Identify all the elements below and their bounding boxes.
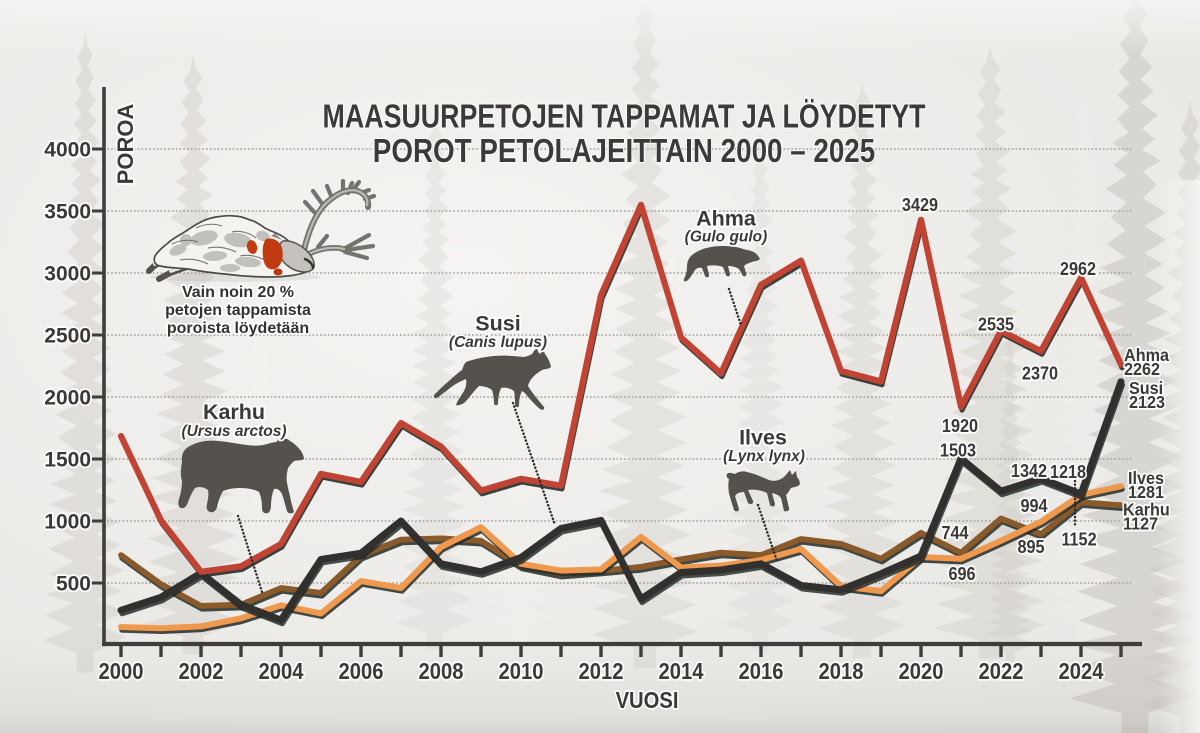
svg-text:poroista löydetään: poroista löydetään [167, 320, 309, 337]
svg-text:2024: 2024 [1059, 658, 1105, 685]
svg-text:MAASUURPETOJEN TAPPAMAT JA LÖY: MAASUURPETOJEN TAPPAMAT JA LÖYDETYT [323, 99, 926, 135]
svg-text:2014: 2014 [659, 658, 705, 685]
svg-text:2962: 2962 [1060, 258, 1096, 279]
svg-text:3500: 3500 [44, 201, 91, 224]
svg-text:3429: 3429 [902, 194, 938, 215]
svg-text:2535: 2535 [978, 314, 1014, 335]
svg-text:petojen tappamista: petojen tappamista [165, 302, 311, 319]
svg-text:696: 696 [948, 563, 975, 584]
svg-text:Karhu: Karhu [1123, 500, 1170, 520]
svg-text:Ilves: Ilves [739, 426, 787, 450]
svg-text:Vain noin 20 %: Vain noin 20 % [182, 284, 294, 301]
svg-text:POROT PETOLAJEITTAIN 2000 – 20: POROT PETOLAJEITTAIN 2000 – 2025 [373, 132, 875, 170]
svg-text:994: 994 [1020, 495, 1047, 516]
svg-text:2010: 2010 [499, 658, 544, 685]
svg-text:1127: 1127 [1123, 514, 1158, 534]
svg-text:Susi: Susi [475, 312, 520, 336]
svg-text:2006: 2006 [339, 658, 384, 685]
svg-text:(Canis lupus): (Canis lupus) [449, 334, 547, 351]
svg-text:1342: 1342 [1011, 460, 1047, 481]
svg-text:2500: 2500 [44, 325, 91, 348]
svg-text:POROA: POROA [113, 104, 138, 185]
svg-text:2016: 2016 [739, 658, 784, 685]
svg-text:2000: 2000 [99, 658, 144, 685]
svg-text:(Gulo gulo): (Gulo gulo) [685, 229, 768, 246]
svg-text:2022: 2022 [979, 658, 1024, 685]
svg-text:1152: 1152 [1061, 529, 1096, 550]
svg-text:Ilves: Ilves [1128, 468, 1164, 488]
svg-text:2000: 2000 [44, 387, 91, 410]
svg-text:Ahma: Ahma [696, 207, 757, 231]
svg-text:2123: 2123 [1129, 392, 1165, 412]
svg-text:500: 500 [56, 573, 91, 596]
svg-text:2370: 2370 [1022, 363, 1058, 384]
svg-text:2018: 2018 [819, 658, 864, 685]
svg-text:744: 744 [941, 522, 968, 543]
svg-text:Karhu: Karhu [203, 400, 265, 424]
svg-text:Susi: Susi [1129, 378, 1163, 398]
svg-text:2008: 2008 [419, 658, 464, 685]
svg-text:2004: 2004 [259, 658, 305, 685]
svg-text:1000: 1000 [44, 511, 91, 534]
svg-text:(Ursus arctos): (Ursus arctos) [181, 423, 286, 440]
svg-text:1281: 1281 [1128, 482, 1164, 502]
svg-text:(Lynx lynx): (Lynx lynx) [723, 448, 805, 465]
svg-text:895: 895 [1017, 536, 1044, 557]
svg-text:VUOSI: VUOSI [616, 687, 679, 714]
svg-text:Ahma: Ahma [1124, 345, 1169, 365]
svg-text:2012: 2012 [579, 658, 624, 685]
svg-text:2020: 2020 [899, 658, 944, 685]
svg-text:3000: 3000 [44, 263, 91, 286]
svg-text:4000: 4000 [44, 139, 91, 162]
svg-text:2002: 2002 [179, 658, 224, 685]
svg-text:2262: 2262 [1124, 359, 1160, 379]
svg-text:1500: 1500 [44, 449, 91, 472]
svg-text:1218: 1218 [1050, 461, 1086, 482]
svg-text:1503: 1503 [940, 440, 976, 461]
svg-text:1920: 1920 [942, 415, 978, 436]
